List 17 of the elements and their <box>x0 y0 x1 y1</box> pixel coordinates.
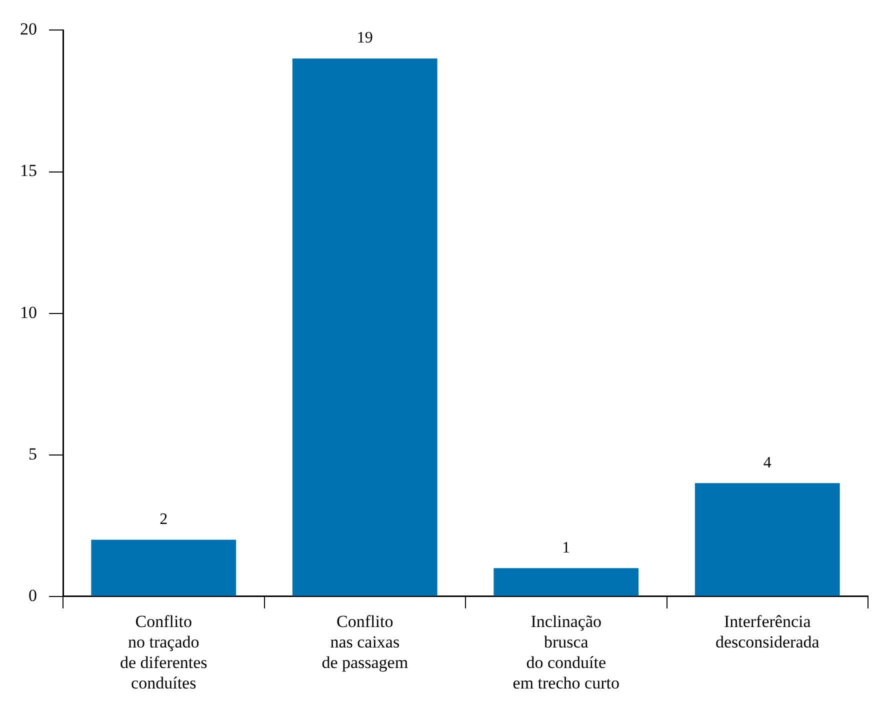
x-tick-label: Interferência desconsiderada <box>715 612 820 652</box>
x-tick-label: Conflito no traçado de diferentes conduítes <box>120 612 208 692</box>
y-tick-label: 15 <box>20 161 37 180</box>
y-tick-label: 5 <box>28 444 37 464</box>
data-label: 4 <box>763 454 772 472</box>
data-label: 1 <box>562 539 570 556</box>
bar <box>91 540 236 596</box>
bar <box>292 58 438 596</box>
bar <box>694 483 840 596</box>
x-tick-label: Inclinação brusca do conduíte em trecho curto <box>512 612 620 692</box>
x-tick-label: Conflito nas caixas de passagem <box>322 612 408 672</box>
y-tick-label: 20 <box>20 20 37 39</box>
bar <box>494 568 639 596</box>
data-label: 19 <box>356 30 373 47</box>
y-tick-label: 10 <box>20 302 37 322</box>
y-tick-label: 0 <box>28 586 37 605</box>
data-label: 2 <box>160 510 168 528</box>
